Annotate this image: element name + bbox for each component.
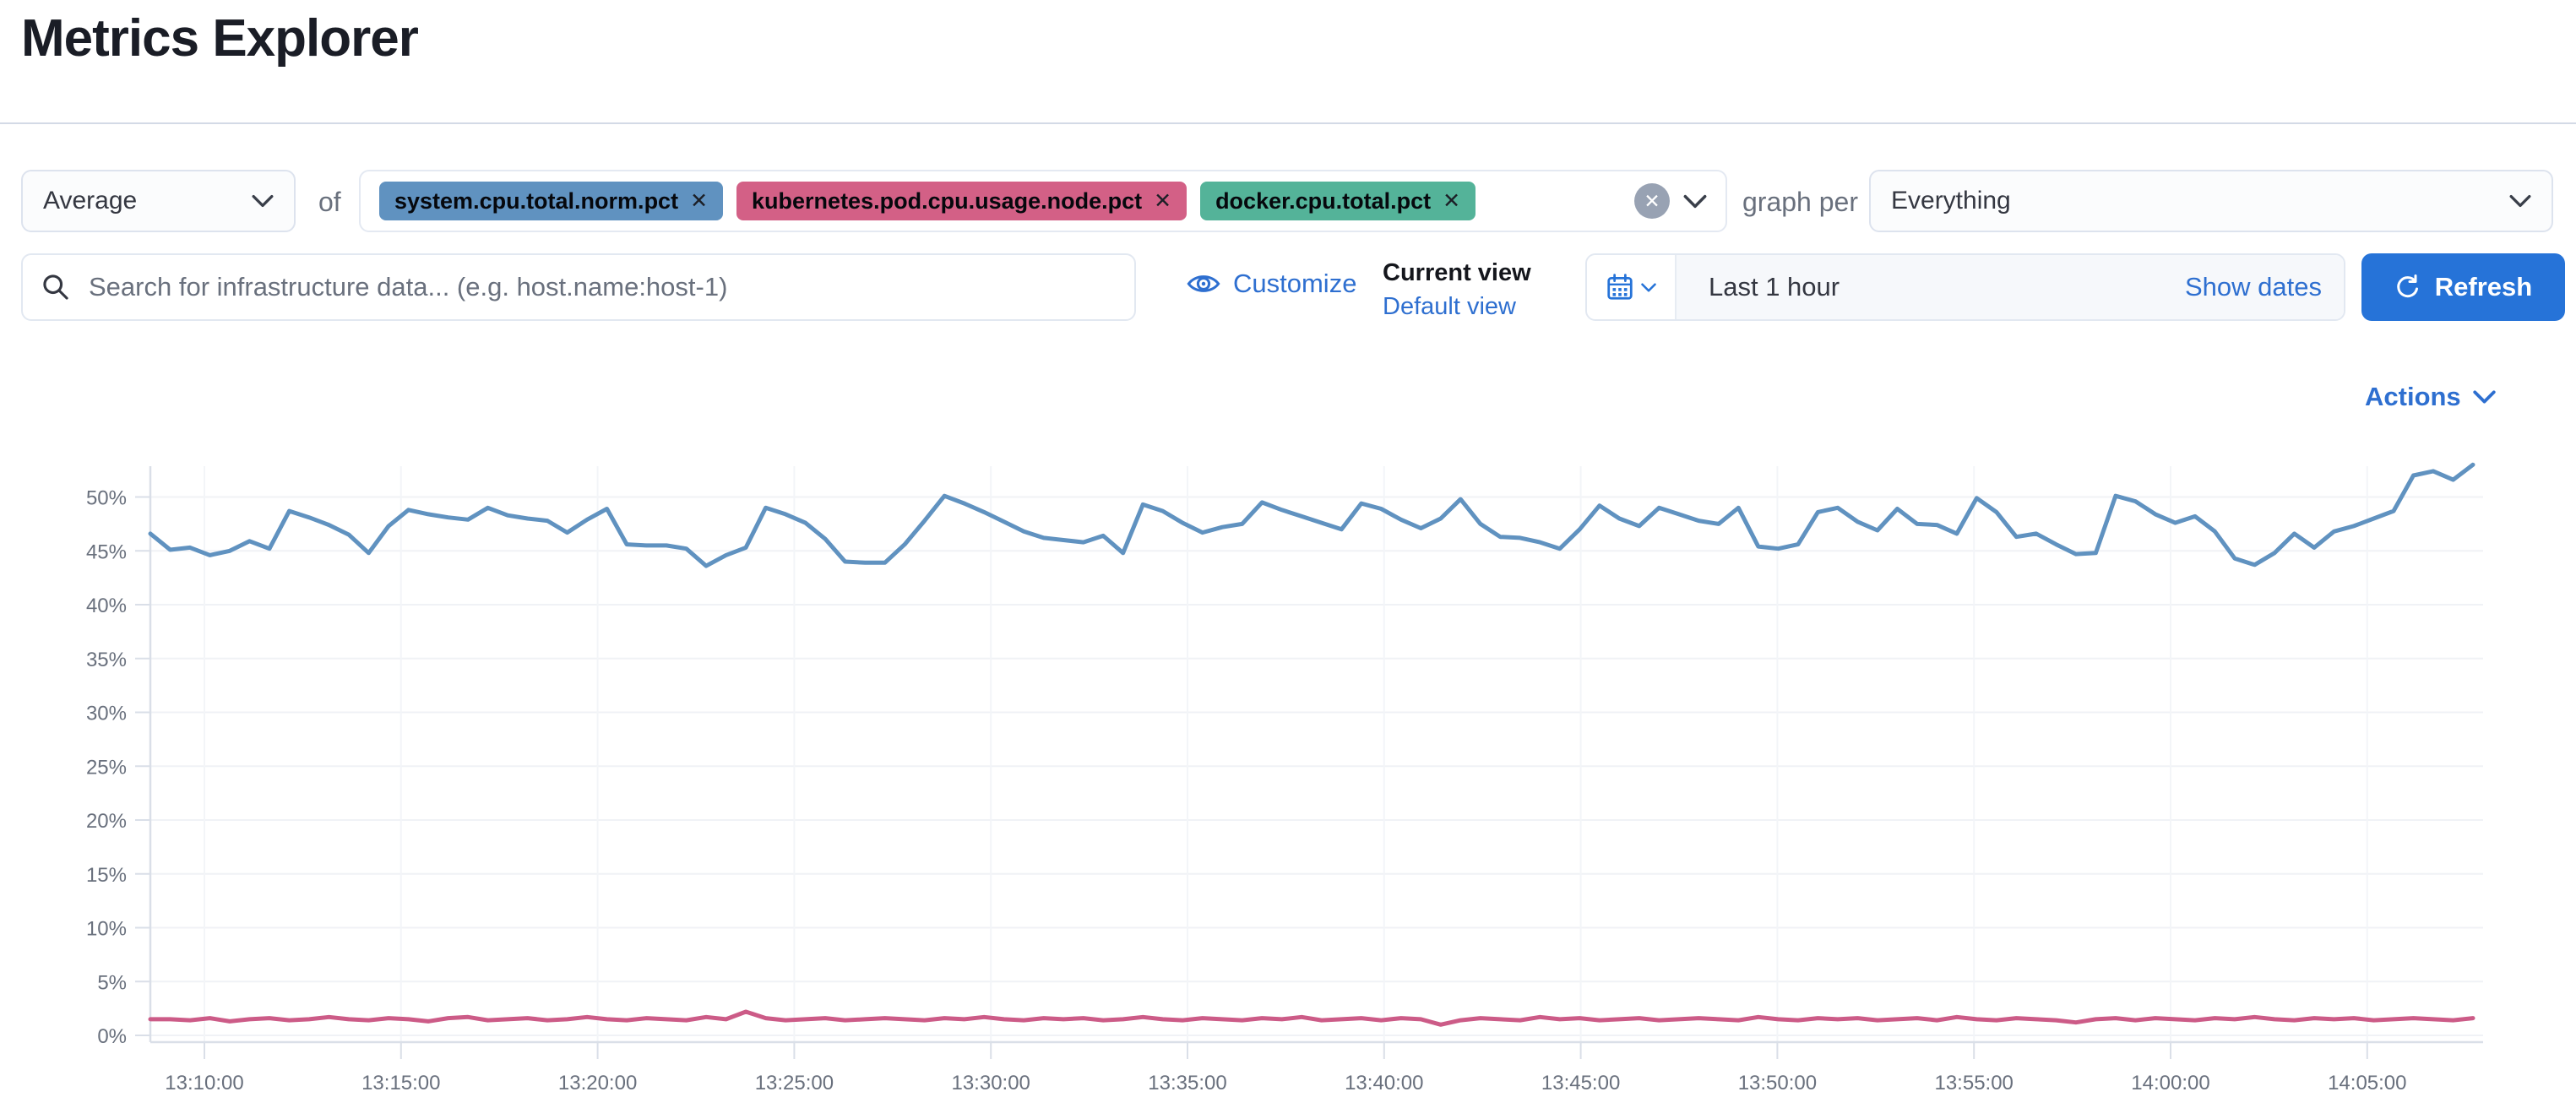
- chevron-down-icon: [1641, 282, 1656, 292]
- search-box: [21, 253, 1136, 321]
- search-icon: [41, 273, 70, 301]
- page-title: Metrics Explorer: [21, 9, 419, 68]
- chevron-down-icon: [2473, 390, 2496, 404]
- y-axis-tick-label: 30%: [86, 703, 127, 725]
- y-axis-tick-label: 5%: [97, 971, 127, 994]
- x-axis-tick-label: 13:25:00: [755, 1072, 834, 1094]
- chevron-down-icon[interactable]: [1683, 194, 1707, 209]
- aggregation-select[interactable]: Average: [21, 170, 296, 232]
- remove-metric-icon[interactable]: ✕: [1443, 188, 1461, 213]
- x-axis-tick-label: 13:15:00: [361, 1072, 440, 1094]
- x-axis-tick-label: 14:05:00: [2328, 1072, 2406, 1094]
- y-axis-tick-label: 0%: [97, 1025, 127, 1048]
- of-label: of: [318, 187, 341, 217]
- x-axis-tick-label: 13:40:00: [1345, 1072, 1423, 1094]
- calendar-icon: [1606, 273, 1634, 301]
- metric-badge-label: docker.cpu.total.pct: [1215, 187, 1432, 214]
- metric-badge[interactable]: docker.cpu.total.pct ✕: [1200, 182, 1476, 220]
- y-axis-tick-label: 10%: [86, 918, 127, 941]
- quick-select-button[interactable]: [1587, 255, 1677, 319]
- metric-badge-label: system.cpu.total.norm.pct: [394, 187, 679, 214]
- x-axis-tick-label: 13:50:00: [1738, 1072, 1817, 1094]
- actions-menu-button[interactable]: Actions: [2365, 382, 2496, 412]
- eye-icon: [1187, 271, 1220, 296]
- date-picker: Last 1 hour Show dates: [1585, 253, 2345, 321]
- graph-per-value: Everything: [1891, 187, 2011, 215]
- date-range-value: Last 1 hour: [1709, 272, 1840, 301]
- customize-label: Customize: [1233, 269, 1357, 298]
- metrics-chart[interactable]: 0% 5% 10% 15% 20% 25% 30% 35% 40% 45% 50% 13:10:00 1…: [0, 422, 2576, 1108]
- refresh-label: Refresh: [2434, 272, 2533, 301]
- x-axis-tick-label: 13:20:00: [558, 1072, 637, 1094]
- metric-badge[interactable]: system.cpu.total.norm.pct ✕: [379, 182, 724, 220]
- remove-metric-icon[interactable]: ✕: [690, 188, 709, 213]
- x-axis-tick-label: 13:35:00: [1148, 1072, 1226, 1094]
- chevron-down-icon: [252, 194, 274, 208]
- refresh-icon: [2394, 274, 2421, 301]
- refresh-button[interactable]: Refresh: [2361, 253, 2565, 321]
- y-axis-tick-label: 25%: [86, 756, 127, 779]
- aggregation-value: Average: [43, 187, 138, 215]
- x-axis-tick-label: 13:30:00: [951, 1072, 1030, 1094]
- view-switcher: Current view Default view: [1383, 256, 1531, 323]
- metric-badge-label: kubernetes.pod.cpu.usage.node.pct: [752, 187, 1143, 214]
- y-axis-tick-label: 50%: [86, 487, 127, 510]
- show-dates-button[interactable]: Show dates: [2185, 272, 2322, 301]
- y-axis-tick-label: 40%: [86, 595, 127, 617]
- y-axis-tick-label: 15%: [86, 864, 127, 887]
- search-input[interactable]: [87, 271, 1116, 303]
- series-line-system.cpu.total.norm.pct: [148, 462, 2475, 568]
- header-divider: [0, 122, 2576, 124]
- graph-per-select[interactable]: Everything: [1869, 170, 2553, 232]
- actions-label: Actions: [2365, 382, 2461, 411]
- default-view-link[interactable]: Default view: [1383, 293, 1516, 320]
- chevron-down-icon: [2509, 194, 2531, 208]
- x-axis-tick-label: 14:00:00: [2131, 1072, 2209, 1094]
- x-axis-tick-label: 13:10:00: [165, 1072, 243, 1094]
- date-range-display[interactable]: Last 1 hour Show dates: [1677, 255, 2344, 319]
- metric-badges: system.cpu.total.norm.pct ✕ kubernetes.pod…: [379, 182, 1476, 220]
- clear-all-metrics-button[interactable]: ✕: [1634, 183, 1670, 219]
- y-axis-tick-label: 45%: [86, 540, 127, 563]
- current-view-label: Current view: [1383, 259, 1531, 286]
- metrics-combobox[interactable]: system.cpu.total.norm.pct ✕ kubernetes.pod…: [359, 170, 1727, 232]
- customize-button[interactable]: Customize: [1187, 269, 1356, 299]
- x-axis-tick-label: 13:45:00: [1541, 1072, 1620, 1094]
- remove-metric-icon[interactable]: ✕: [1154, 188, 1172, 213]
- series-line-kubernetes.pod.cpu.usage.node.pct: [148, 1009, 2475, 1027]
- y-axis-tick-label: 35%: [86, 649, 127, 671]
- metric-badge[interactable]: kubernetes.pod.cpu.usage.node.pct ✕: [736, 182, 1187, 220]
- x-axis-tick-label: 13:55:00: [1934, 1072, 2013, 1094]
- graph-per-label: graph per: [1742, 187, 1858, 217]
- y-axis-tick-label: 20%: [86, 810, 127, 833]
